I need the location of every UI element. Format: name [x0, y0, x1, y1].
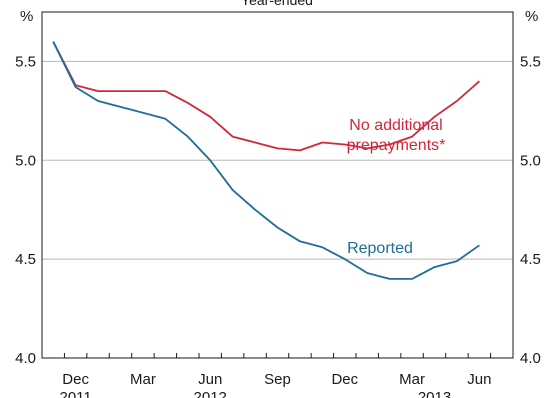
y-tick-label-right: 5.0 [520, 152, 541, 169]
x-tick-label: Mar [130, 371, 156, 388]
y-tick-label-right: 5.5 [520, 53, 541, 70]
x-tick-label: Jun [467, 371, 491, 388]
y-tick-label-right: 4.5 [520, 251, 541, 268]
x-year-label: 2011 [60, 389, 92, 398]
chart-subtitle: Year-ended [241, 0, 313, 8]
y-tick-labels: 4.0 4.0 4.5 4.5 5.0 5.0 5.5 5.5 [15, 53, 541, 367]
series-labels: No additional prepayments* Reported [347, 117, 446, 257]
series-lines [52, 41, 480, 280]
series-line-1 [52, 41, 480, 280]
y-tick-label-left: 4.0 [15, 350, 36, 367]
series-line-0 [52, 41, 480, 152]
y-tick-label-left: 4.5 [15, 251, 36, 268]
y-tick-label-left: 5.5 [15, 53, 36, 70]
series-label-0: No additional [349, 117, 442, 134]
y-tick-label-right: 4.0 [520, 350, 541, 367]
x-year-label: 2012 [194, 389, 227, 398]
x-tick-label: Sep [264, 371, 291, 388]
series-label-1: Reported [347, 240, 413, 257]
y-unit-right: % [525, 8, 538, 25]
plot-frame [41, 11, 514, 359]
x-tick-label: Jun [198, 371, 222, 388]
x-tick-label: Mar [399, 371, 425, 388]
series-label-0: prepayments* [347, 137, 446, 154]
y-unit-left: % [20, 8, 33, 25]
x-tick-label: Dec [331, 371, 358, 388]
x-tick-label: Dec [62, 371, 89, 388]
x-tick-marks [63, 353, 492, 358]
y-tick-label-left: 5.0 [15, 152, 36, 169]
x-year-label: 2013 [418, 389, 451, 398]
gridlines [42, 60, 513, 260]
x-tick-labels: Dec Mar Jun Sep Dec Mar Jun 2011 2012 2013 [60, 371, 492, 398]
